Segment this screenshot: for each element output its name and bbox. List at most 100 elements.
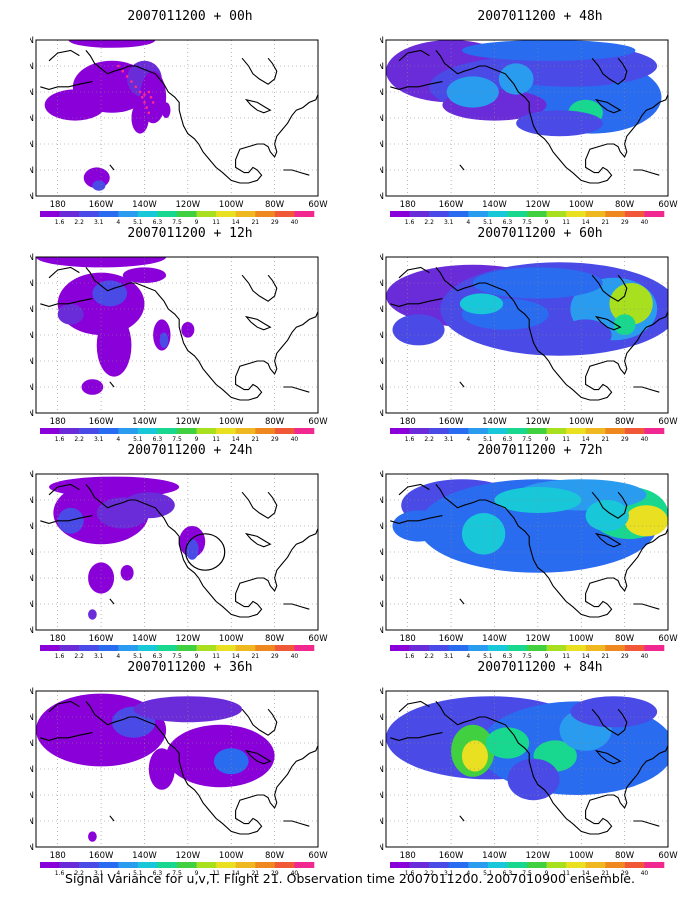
- variance-contour: [461, 740, 488, 772]
- scale-swatch: [566, 862, 587, 868]
- lon-tick-label: 120W: [176, 634, 201, 644]
- scale-label: 11: [562, 870, 570, 877]
- lon-tick-label: 120W: [176, 200, 201, 210]
- lon-tick-label: 160W: [439, 851, 464, 861]
- lon-tick-label: 80W: [615, 634, 635, 644]
- scale-label: 6.3: [153, 436, 163, 443]
- panel-title: 2007011200 + 00h: [127, 9, 253, 24]
- scale-label: 1.6: [55, 219, 65, 226]
- scale-label: 14: [232, 219, 240, 226]
- scale-label: 21: [601, 436, 609, 443]
- scale-swatch: [644, 428, 665, 434]
- scale-swatch: [585, 211, 606, 217]
- scale-swatch: [255, 862, 276, 868]
- lat-tick-label: 60N: [380, 279, 384, 289]
- lon-tick-label: 180: [50, 200, 66, 210]
- variance-map: 70N 60N 50N 40N 30N 20N 10N 180 160W 140W 120W 100W…: [30, 253, 328, 443]
- scale-swatch: [624, 428, 645, 434]
- scale-swatch: [98, 211, 119, 217]
- scale-label: 14: [582, 653, 590, 660]
- lon-tick-label: 120W: [526, 200, 551, 210]
- scale-swatch: [507, 862, 528, 868]
- scale-swatch: [274, 645, 295, 651]
- scale-label: 4: [116, 870, 120, 877]
- color-scale-bar: 1.6 2.2 3.1 4 5.1 6.3 7.5 9 11 14 21 29 40: [40, 428, 315, 443]
- variance-contour: [396, 714, 449, 746]
- scale-swatch: [40, 211, 60, 217]
- scale-swatch: [644, 645, 665, 651]
- scale-swatch: [527, 211, 547, 217]
- scale-label: 2.2: [424, 653, 434, 660]
- scale-swatch: [527, 862, 547, 868]
- scale-swatch: [448, 428, 469, 434]
- scale-label: 5.1: [133, 219, 143, 226]
- lon-tick-label: 160W: [89, 417, 114, 427]
- scale-swatch: [294, 862, 315, 868]
- lat-tick-label: 70N: [380, 470, 384, 480]
- scale-label: 11: [562, 436, 570, 443]
- lon-tick-label: 60W: [658, 634, 678, 644]
- lat-tick-label: 40N: [30, 331, 34, 341]
- lat-tick-label: 10N: [380, 626, 384, 636]
- coastline: [390, 266, 668, 401]
- scale-swatch: [59, 862, 80, 868]
- variance-contour: [44, 89, 106, 121]
- lon-tick-label: 100W: [569, 200, 594, 210]
- scale-label: 29: [621, 653, 629, 660]
- map-panel: 2007011200 + 72h 70N 60N 50N 40N 30N 20N 10N 180…: [380, 442, 700, 660]
- scale-label: 2.2: [424, 870, 434, 877]
- scale-swatch: [546, 428, 567, 434]
- variance-map: 70N 60N 50N 40N 30N 20N 10N 180 160W 140W 120W 100W…: [380, 253, 678, 443]
- map-panel: 2007011200 + 48h 70N 60N 50N 40N 30N 20N 10N 180…: [380, 8, 700, 226]
- lon-tick-label: 80W: [265, 417, 285, 427]
- coastline: [390, 483, 668, 618]
- variance-map: 70N 60N 50N 40N 30N 20N 10N 180 160W 140W 120W 100W…: [30, 36, 328, 226]
- scale-label: 1.6: [55, 436, 65, 443]
- scale-swatch: [274, 211, 295, 217]
- scale-swatch: [644, 211, 665, 217]
- scale-label: 29: [271, 219, 279, 226]
- lat-tick-label: 20N: [380, 600, 384, 610]
- scale-label: 6.3: [503, 436, 513, 443]
- scale-label: 14: [232, 870, 240, 877]
- lat-tick-label: 50N: [30, 739, 34, 749]
- scale-swatch: [98, 862, 119, 868]
- scale-swatch: [137, 645, 158, 651]
- scale-swatch: [429, 211, 450, 217]
- lat-tick-label: 40N: [380, 331, 384, 341]
- scale-swatch: [507, 211, 528, 217]
- scale-swatch: [487, 428, 508, 434]
- lat-tick-label: 40N: [380, 548, 384, 558]
- lat-tick-label: 70N: [380, 36, 384, 46]
- scale-label: 1.6: [55, 870, 65, 877]
- color-scale-bar: 1.6 2.2 3.1 4 5.1 6.3 7.5 9 11 14 21 29 40: [390, 428, 665, 443]
- variance-contour: [57, 303, 84, 325]
- lon-tick-label: 100W: [569, 417, 594, 427]
- lon-tick-label: 100W: [219, 417, 244, 427]
- coastline: [40, 700, 318, 835]
- scale-label: 11: [212, 219, 220, 226]
- scale-swatch: [546, 862, 567, 868]
- scale-swatch: [487, 862, 508, 868]
- scale-swatch: [235, 211, 256, 217]
- scale-swatch: [546, 211, 567, 217]
- scale-swatch: [137, 211, 158, 217]
- scale-label: 14: [582, 870, 590, 877]
- variance-contour: [92, 180, 106, 191]
- scale-label: 5.1: [483, 653, 493, 660]
- lon-tick-label: 180: [50, 851, 66, 861]
- variance-contour: [494, 487, 582, 513]
- scale-swatch: [216, 862, 237, 868]
- scale-label: 4: [466, 219, 470, 226]
- scale-label: 3.1: [444, 653, 454, 660]
- coastline: [40, 483, 318, 618]
- lon-tick-label: 120W: [526, 851, 551, 861]
- scale-label: 5.1: [483, 436, 493, 443]
- color-scale-bar: 1.6 2.2 3.1 4 5.1 6.3 7.5 9 11 14 21 29 40: [40, 862, 315, 877]
- scale-label: 3.1: [94, 870, 104, 877]
- lon-tick-label: 160W: [439, 417, 464, 427]
- scale-label: 7.5: [522, 436, 532, 443]
- panel-title: 2007011200 + 24h: [127, 443, 253, 458]
- scale-label: 7.5: [172, 436, 182, 443]
- scale-label: 5.1: [483, 219, 493, 226]
